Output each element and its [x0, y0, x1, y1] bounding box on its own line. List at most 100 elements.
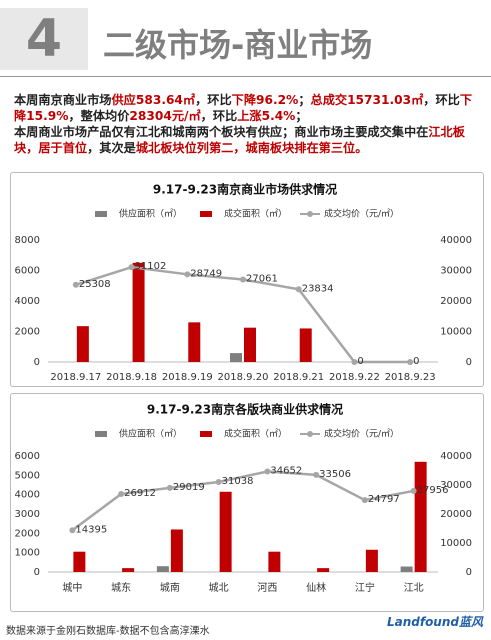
bar: [156, 566, 169, 572]
legend-label: 成交均价（元/㎡）: [324, 208, 399, 220]
summary-text: 上涨5.4%: [237, 109, 296, 123]
x-tick-label: 仙林: [306, 581, 326, 594]
y-tick-label: 6000: [15, 451, 40, 462]
source-note: 数据来源于金刚石数据库-数据不包含高淳溧水: [6, 626, 210, 637]
summary-text: 28304元/㎡: [129, 109, 201, 123]
data-label: 33506: [319, 469, 351, 480]
y2-tick-label: 40000: [440, 451, 472, 462]
data-label: 27061: [246, 273, 278, 284]
section-number: 4: [0, 8, 88, 70]
summary: 本周南京商业市场供应583.64㎡，环比下降96.2%；总成交15731.03㎡…: [14, 92, 478, 156]
y-tick-label: 0: [34, 357, 40, 368]
x-tick-label: 江北: [404, 582, 424, 594]
summary-text: ，整体均价: [68, 109, 130, 123]
y-tick-label: 2000: [15, 327, 40, 338]
y2-tick-label: 30000: [440, 480, 472, 491]
y2-tick-label: 20000: [440, 296, 472, 307]
data-label: 28749: [190, 268, 222, 279]
section-title: 二级市场-商业市场: [103, 26, 373, 64]
bar: [268, 551, 281, 572]
data-label: 25308: [79, 279, 111, 290]
point: [69, 527, 76, 534]
bar: [170, 529, 183, 572]
point: [215, 478, 222, 485]
bar: [414, 461, 427, 572]
data-label: 0: [413, 356, 419, 367]
legend-swatch: [95, 431, 107, 437]
bar: [230, 353, 242, 362]
legend-swatch: [200, 211, 212, 217]
summary-text: 江北板块，居于首位: [14, 125, 465, 155]
data-label: 23834: [302, 283, 334, 294]
chart-title: 9.17-9.23南京各版块商业供求情况: [147, 402, 343, 417]
summary-text: 供应583.64㎡: [111, 93, 196, 107]
y2-tick-label: 10000: [440, 327, 472, 338]
point: [295, 286, 302, 293]
y-tick-label: 3000: [15, 509, 40, 520]
legend-label: 供应面积（㎡）: [119, 428, 182, 440]
point: [313, 471, 320, 478]
x-tick-label: 城东: [111, 581, 131, 594]
x-tick-label: 城中: [62, 581, 82, 594]
x-tick-label: 2018.9.20: [218, 372, 269, 383]
chart-frame: [10, 172, 484, 387]
summary-text: ，环比: [423, 93, 460, 107]
y2-tick-label: 40000: [440, 235, 472, 246]
rule: [0, 76, 491, 77]
chart-title: 9.17-9.23南京商业市场供求情况: [153, 182, 337, 197]
x-tick-label: 2018.9.17: [50, 372, 101, 383]
summary-text: ；: [298, 93, 311, 107]
x-tick-label: 2018.9.23: [385, 372, 436, 383]
legend-swatch: [307, 431, 313, 437]
y2-tick-label: 0: [466, 567, 472, 578]
point: [166, 484, 173, 491]
legend-swatch: [307, 211, 313, 217]
data-label: 0: [357, 356, 363, 367]
data-label: 31038: [222, 476, 254, 487]
point: [184, 271, 191, 278]
summary-text: ，其次是: [87, 141, 136, 155]
data-label: 34652: [270, 466, 302, 477]
y2-tick-label: 0: [466, 357, 472, 368]
x-tick-label: 2018.9.22: [329, 372, 380, 383]
x-tick-label: 2018.9.19: [162, 372, 213, 383]
data-label: 29019: [173, 482, 205, 493]
x-tick-label: 河西: [257, 582, 277, 594]
bar: [219, 491, 232, 572]
line: [71, 470, 414, 532]
summary-text: 本周南京商业市场: [14, 93, 112, 107]
bar: [365, 549, 378, 572]
data-label: 26912: [124, 488, 156, 499]
summary-text: 总成交15731.03㎡: [310, 93, 424, 107]
y-tick-label: 8000: [15, 235, 40, 246]
data-label: 31102: [135, 261, 167, 272]
summary-text: ；: [295, 109, 308, 123]
y-tick-label: 1000: [15, 548, 40, 559]
legend-swatch: [95, 211, 107, 217]
legend-swatch: [200, 431, 212, 437]
legend-label: 成交均价（元/㎡）: [324, 428, 399, 440]
summary-paragraph: 本周南京商业市场供应583.64㎡，环比下降96.2%；总成交15731.03㎡…: [14, 92, 478, 124]
logo: Landfound蓝风: [386, 615, 483, 629]
bar: [317, 568, 330, 572]
legend-label: 成交面积（㎡）: [224, 208, 287, 220]
summary-text: ，环比: [195, 93, 232, 107]
bar: [73, 551, 86, 572]
bar: [400, 566, 413, 572]
point: [410, 487, 417, 494]
summary-text: 本周商业市场产品仅有江北和城南两个板块有供应；商业市场主要成交集中在: [14, 125, 429, 139]
point: [407, 359, 414, 365]
y-tick-label: 6000: [15, 266, 40, 277]
summary-text: 下降15.9%: [14, 93, 473, 123]
y-tick-label: 0: [34, 567, 40, 578]
x-tick-label: 城南: [160, 581, 180, 594]
y-tick-label: 5000: [15, 470, 40, 481]
summary-text: 下降96.2%: [231, 93, 299, 107]
legend-label: 成交面积（㎡）: [224, 428, 287, 440]
chart-frame: [10, 393, 484, 612]
point: [128, 264, 135, 271]
point: [264, 468, 271, 475]
legend-label: 供应面积（㎡）: [119, 208, 182, 220]
